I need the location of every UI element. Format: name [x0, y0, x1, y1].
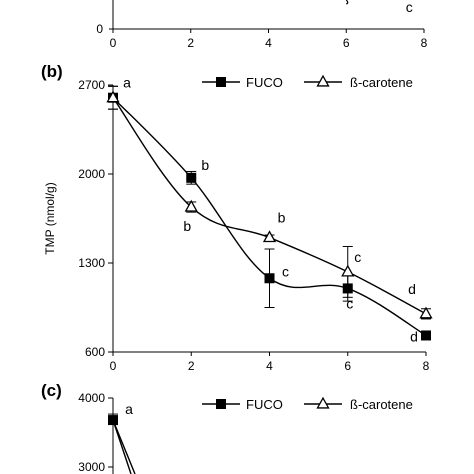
panel-b-significance-label: b [201, 157, 209, 173]
panel-b-point-b-carotene [262, 230, 277, 243]
panel-c-legend-fuco-marker [216, 399, 226, 409]
panel-b-x-tick-label: 4 [266, 359, 273, 373]
panel-c-legend-b-carotene-label: ß-carotene [350, 397, 413, 412]
panel-b: (b) 600 1300 2000 2700 0 2 4 6 8 TMP (nmol/g) a b c c d… [41, 62, 433, 373]
panel-b-significance-label: c [354, 249, 361, 265]
panel-b-point-fuco [186, 172, 197, 183]
panel-c-legend-fuco-label: FUCO [246, 397, 283, 412]
panel-b-significance-label: d [408, 281, 416, 297]
panel-c-y-tick-label: 3000 [78, 460, 105, 474]
panel-b-point-b-carotene [341, 264, 355, 277]
panel-c-label: (c) [41, 381, 62, 400]
panel-a-x-tick-label: 4 [265, 36, 272, 50]
panel-a: 00 2 4 6 8 c [96, 0, 428, 50]
panel-b-point-fuco [264, 273, 275, 284]
panel-b-point-b-carotene [184, 199, 198, 212]
panel-b-legend-b-carotene-marker [316, 74, 330, 87]
panel-b-point-b-carotene [419, 306, 433, 319]
panel-b-y-tick-label: 2700 [78, 78, 105, 92]
panel-b-significance-label: d [410, 328, 418, 344]
panel-b-significance-label: c [282, 263, 289, 279]
panel-c: (c) 3000 4000 a FUCO ß-carotene [41, 381, 413, 474]
panel-b-x-tick-label: 6 [344, 359, 351, 373]
panel-b-y-tick-label: 1300 [78, 256, 105, 270]
panel-b-y-axis-label: TMP (nmol/g) [43, 182, 57, 254]
panel-a-x-tick-label: 2 [187, 36, 194, 50]
panel-c-point-fuco [108, 415, 118, 426]
panel-b-legend-b-carotene-label: ß-carotene [350, 75, 413, 90]
panel-b-significance-label: c [346, 295, 353, 311]
panel-b-legend-fuco-marker [216, 77, 226, 87]
panel-c-line-b-carotene [112, 419, 132, 474]
panel-a-point-label: c [406, 0, 413, 15]
panel-b-point-b-carotene [106, 90, 120, 103]
panel-b-x-tick-label: 8 [423, 359, 430, 373]
panel-a-x-tick-label: 8 [421, 36, 428, 50]
panel-b-significance-label: a [123, 75, 131, 91]
panel-c-legend-b-carotene-marker [316, 396, 330, 409]
panel-b-x-tick-label: 2 [188, 359, 195, 373]
panel-a-y-tick-0: 0 [96, 22, 103, 36]
panel-b-significance-label: b [183, 218, 191, 234]
panel-a-x-tick-label: 6 [343, 36, 350, 50]
panel-a-clipped-mark [345, 0, 349, 5]
panel-b-label: (b) [41, 62, 63, 81]
panel-b-y-tick-label: 2000 [78, 167, 105, 181]
panel-b-x-tick-label: 0 [110, 359, 117, 373]
panel-c-y-tick-label: 4000 [78, 391, 105, 405]
panel-b-point-fuco [421, 330, 431, 341]
panel-b-legend-fuco-label: FUCO [246, 75, 283, 90]
panel-a-x-tick-label: 0 [110, 36, 117, 50]
panel-c-significance-label: a [125, 401, 133, 417]
panel-b-significance-label: b [278, 210, 286, 226]
panel-b-y-tick-label: 600 [85, 345, 105, 359]
